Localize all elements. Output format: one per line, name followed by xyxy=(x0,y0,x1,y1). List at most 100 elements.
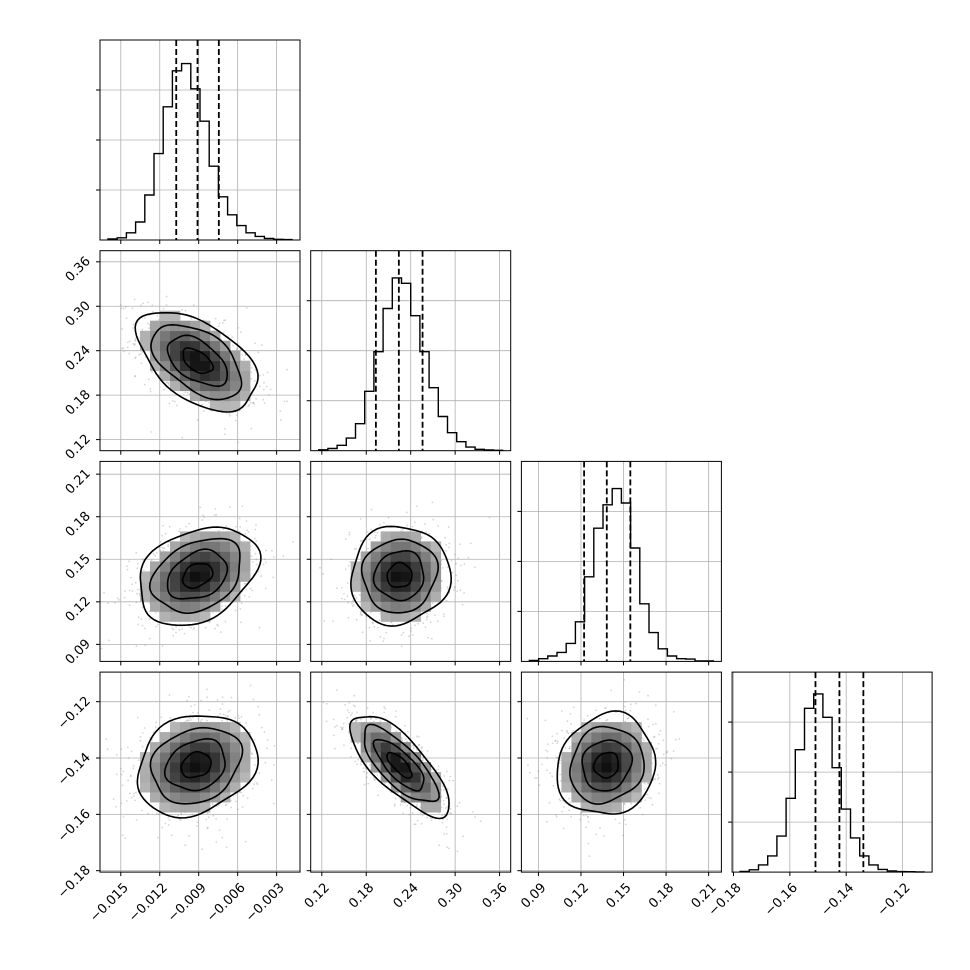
sample-point xyxy=(212,814,215,817)
sample-point xyxy=(462,835,464,838)
sample-point xyxy=(344,568,347,571)
density-cell xyxy=(350,732,362,743)
density-cell xyxy=(240,380,251,392)
sample-point xyxy=(322,701,325,704)
sample-point xyxy=(445,543,447,546)
sample-point xyxy=(254,379,256,382)
density-cell xyxy=(190,782,201,793)
sample-point xyxy=(425,612,428,615)
sample-point xyxy=(624,709,627,712)
density-cell xyxy=(210,722,221,733)
sample-point xyxy=(383,521,385,524)
density-cell xyxy=(200,330,211,342)
sample-point xyxy=(133,344,136,346)
sample-point xyxy=(623,803,626,806)
density-cell xyxy=(170,611,181,622)
density-cell xyxy=(230,782,241,793)
sample-point xyxy=(603,835,605,837)
density-cell xyxy=(641,772,652,783)
sample-point xyxy=(413,823,416,826)
sample-point xyxy=(654,722,657,725)
density-cell xyxy=(360,571,372,582)
sample-point xyxy=(260,575,262,578)
histogram-3 xyxy=(739,693,925,873)
sample-point xyxy=(248,596,251,598)
sample-point xyxy=(196,712,199,714)
sample-point xyxy=(172,634,175,637)
sample-point xyxy=(366,772,368,774)
x-tick-label: 0.36 xyxy=(480,881,511,912)
density-cell xyxy=(170,350,181,362)
sample-point xyxy=(243,358,245,360)
sample-point xyxy=(355,719,358,721)
sample-point xyxy=(446,566,449,568)
sample-point xyxy=(579,818,582,821)
contour-line xyxy=(556,710,657,815)
density-cell xyxy=(180,591,191,602)
density-cell xyxy=(210,531,221,542)
contour-line xyxy=(134,311,259,413)
sample-point xyxy=(134,339,137,341)
sample-point xyxy=(488,516,491,519)
sample-point xyxy=(218,530,220,532)
density-cell xyxy=(390,591,402,602)
sample-point xyxy=(369,640,371,642)
sample-point xyxy=(644,787,646,790)
sample-point xyxy=(252,401,254,404)
density-cell xyxy=(410,541,422,552)
density-cell xyxy=(170,551,181,562)
density-cell xyxy=(621,752,632,763)
sample-point xyxy=(348,531,351,534)
sample-point xyxy=(429,621,432,623)
sample-point xyxy=(382,640,385,642)
sample-point xyxy=(119,303,122,306)
sample-point xyxy=(647,694,649,697)
sample-point xyxy=(383,637,385,640)
density-cell xyxy=(170,601,181,612)
sample-point xyxy=(236,347,238,350)
sample-point xyxy=(192,628,195,631)
sample-point xyxy=(190,317,193,320)
sample-point xyxy=(255,558,258,561)
sample-point xyxy=(330,558,332,561)
density-cell xyxy=(210,370,221,382)
sample-point xyxy=(344,703,347,706)
density-cell xyxy=(350,581,362,592)
sample-point xyxy=(422,759,425,761)
sample-point xyxy=(371,621,374,624)
sample-point xyxy=(127,746,129,749)
sample-point xyxy=(128,340,131,343)
sample-point xyxy=(420,536,423,538)
sample-point xyxy=(252,401,255,404)
sample-point xyxy=(623,802,626,805)
density-cell xyxy=(170,752,181,763)
density-cell xyxy=(200,531,211,542)
sample-point xyxy=(141,328,144,331)
sample-point xyxy=(561,729,563,732)
contour-line xyxy=(148,537,241,615)
sample-point xyxy=(405,511,408,514)
sample-point xyxy=(545,769,548,772)
sample-point xyxy=(250,752,253,755)
density-cell xyxy=(230,591,241,602)
density-cell xyxy=(160,350,171,362)
sample-point xyxy=(429,817,432,819)
sample-point xyxy=(226,716,229,718)
sample-point xyxy=(444,807,447,809)
sample-point xyxy=(385,631,388,634)
density-cell xyxy=(170,772,181,783)
density-cell xyxy=(190,561,201,572)
sample-point xyxy=(208,401,210,404)
sample-point xyxy=(251,753,254,755)
sample-point xyxy=(336,587,338,590)
sample-point xyxy=(124,590,126,592)
sample-point xyxy=(256,782,258,784)
sample-point xyxy=(538,784,541,787)
density-cell xyxy=(611,732,622,743)
density-cell xyxy=(641,742,652,753)
sample-point xyxy=(120,773,123,776)
density-cell xyxy=(220,541,231,552)
sample-point xyxy=(352,604,355,606)
density-cell xyxy=(410,531,422,542)
sample-point xyxy=(135,645,138,647)
